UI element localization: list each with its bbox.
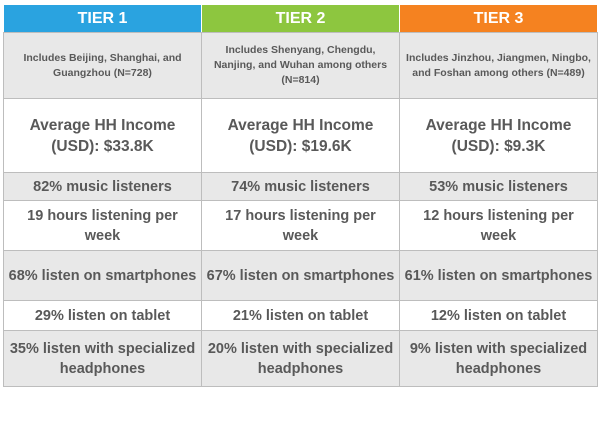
tablet-tier-2: 21% listen on tablet xyxy=(201,300,400,331)
smartphones-row: 68% listen on smartphones 67% listen on … xyxy=(3,250,598,301)
listeners-row: 82% music listeners 74% music listeners … xyxy=(3,172,598,201)
cities-tier-2: Includes Shenyang, Chengdu, Nanjing, and… xyxy=(201,32,400,99)
smartphones-tier-2: 67% listen on smartphones xyxy=(201,250,400,301)
cities-row: Includes Beijing, Shanghai, and Guangzho… xyxy=(3,32,598,99)
header-tier-3: TIER 3 xyxy=(399,4,598,33)
headphones-tier-1: 35% listen with specialized headphones xyxy=(3,330,202,387)
tablet-tier-1: 29% listen on tablet xyxy=(3,300,202,331)
headphones-tier-2: 20% listen with specialized headphones xyxy=(201,330,400,387)
headphones-row: 35% listen with specialized headphones 2… xyxy=(3,330,598,387)
listeners-tier-2: 74% music listeners xyxy=(201,172,400,201)
income-tier-1: Average HH Income (USD): $33.8K xyxy=(3,98,202,173)
cities-tier-3: Includes Jinzhou, Jiangmen, Ningbo, and … xyxy=(399,32,598,99)
headphones-tier-3: 9% listen with specialized headphones xyxy=(399,330,598,387)
hours-tier-3: 12 hours listening per week xyxy=(399,200,598,251)
header-tier-2: TIER 2 xyxy=(201,4,400,33)
tablet-row: 29% listen on tablet 21% listen on table… xyxy=(3,300,598,331)
header-row: TIER 1 TIER 2 TIER 3 xyxy=(3,4,598,33)
tablet-tier-3: 12% listen on tablet xyxy=(399,300,598,331)
smartphones-tier-1: 68% listen on smartphones xyxy=(3,250,202,301)
header-tier-1: TIER 1 xyxy=(3,4,202,33)
tier-comparison-table: TIER 1 TIER 2 TIER 3 Includes Beijing, S… xyxy=(3,4,598,387)
cities-tier-1: Includes Beijing, Shanghai, and Guangzho… xyxy=(3,32,202,99)
hours-row: 19 hours listening per week 17 hours lis… xyxy=(3,200,598,251)
income-row: Average HH Income (USD): $33.8K Average … xyxy=(3,98,598,173)
hours-tier-1: 19 hours listening per week xyxy=(3,200,202,251)
listeners-tier-3: 53% music listeners xyxy=(399,172,598,201)
hours-tier-2: 17 hours listening per week xyxy=(201,200,400,251)
smartphones-tier-3: 61% listen on smartphones xyxy=(399,250,598,301)
income-tier-2: Average HH Income (USD): $19.6K xyxy=(201,98,400,173)
listeners-tier-1: 82% music listeners xyxy=(3,172,202,201)
income-tier-3: Average HH Income (USD): $9.3K xyxy=(399,98,598,173)
